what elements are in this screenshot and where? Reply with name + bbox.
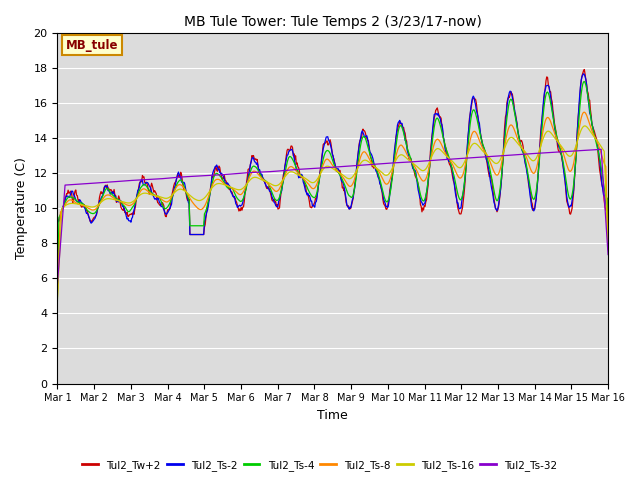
Tul2_Ts-32: [416, 158, 424, 164]
Tul2_Ts-16: [63, 202, 71, 207]
Tul2_Ts-16: [416, 166, 424, 172]
Tul2_Ts-4: [120, 203, 128, 209]
Tul2_Tw+2: [206, 190, 214, 195]
Tul2_Ts-4: [54, 298, 61, 304]
Tul2_Ts-2: [417, 196, 424, 202]
Tul2_Ts-32: [604, 252, 612, 257]
Tul2_Ts-2: [604, 204, 612, 210]
Tul2_Tw+2: [417, 202, 424, 207]
Tul2_Ts-32: [54, 282, 61, 288]
Tul2_Ts-32: [400, 159, 408, 165]
Tul2_Ts-2: [54, 220, 61, 226]
Tul2_Ts-8: [604, 246, 612, 252]
Tul2_Ts-32: [176, 174, 184, 180]
Tul2_Tw+2: [186, 232, 194, 238]
Tul2_Ts-4: [176, 177, 184, 183]
Tul2_Ts-8: [54, 296, 61, 301]
Y-axis label: Temperature (C): Temperature (C): [15, 157, 28, 259]
Tul2_Ts-32: [205, 172, 213, 178]
Tul2_Tw+2: [580, 67, 588, 72]
Tul2_Ts-4: [63, 195, 71, 201]
Line: Tul2_Tw+2: Tul2_Tw+2: [58, 70, 608, 235]
Tul2_Ts-2: [580, 71, 588, 77]
Tul2_Ts-16: [54, 294, 61, 300]
Title: MB Tule Tower: Tule Temps 2 (3/23/17-now): MB Tule Tower: Tule Temps 2 (3/23/17-now…: [184, 15, 482, 29]
Tul2_Ts-16: [581, 123, 589, 129]
Tul2_Ts-8: [580, 109, 588, 115]
X-axis label: Time: Time: [317, 409, 348, 422]
Tul2_Tw+2: [401, 129, 408, 134]
Tul2_Ts-32: [120, 178, 128, 184]
Tul2_Ts-32: [63, 182, 71, 188]
Tul2_Ts-2: [120, 206, 128, 212]
Tul2_Ts-16: [604, 247, 612, 252]
Tul2_Ts-2: [186, 232, 194, 238]
Tul2_Tw+2: [176, 175, 184, 180]
Tul2_Ts-2: [401, 131, 408, 137]
Line: Tul2_Ts-8: Tul2_Ts-8: [58, 112, 608, 299]
Tul2_Ts-4: [604, 241, 612, 247]
Tul2_Tw+2: [604, 205, 612, 211]
Tul2_Ts-8: [63, 199, 71, 204]
Line: Tul2_Ts-16: Tul2_Ts-16: [58, 126, 608, 297]
Tul2_Ts-16: [176, 186, 184, 192]
Tul2_Ts-32: [597, 146, 605, 152]
Tul2_Ts-8: [176, 182, 184, 188]
Tul2_Tw+2: [120, 205, 128, 211]
Tul2_Tw+2: [63, 191, 71, 197]
Tul2_Ts-2: [176, 173, 184, 179]
Tul2_Ts-2: [206, 192, 214, 198]
Tul2_Ts-8: [416, 174, 424, 180]
Legend: Tul2_Tw+2, Tul2_Ts-2, Tul2_Ts-4, Tul2_Ts-8, Tul2_Ts-16, Tul2_Ts-32: Tul2_Tw+2, Tul2_Ts-2, Tul2_Ts-4, Tul2_Ts…: [78, 456, 562, 475]
Tul2_Ts-8: [205, 192, 213, 198]
Tul2_Tw+2: [54, 215, 61, 221]
Line: Tul2_Ts-32: Tul2_Ts-32: [58, 149, 608, 285]
Tul2_Ts-4: [416, 189, 424, 194]
Tul2_Ts-2: [63, 193, 71, 199]
Tul2_Ts-16: [205, 189, 213, 195]
Tul2_Ts-4: [205, 195, 213, 201]
Tul2_Ts-8: [400, 145, 408, 151]
Tul2_Ts-4: [400, 130, 408, 135]
Tul2_Ts-8: [120, 201, 128, 206]
Tul2_Ts-4: [580, 79, 588, 84]
Line: Tul2_Ts-2: Tul2_Ts-2: [58, 74, 608, 235]
Tul2_Ts-16: [400, 153, 408, 158]
Tul2_Ts-16: [120, 199, 128, 205]
Text: MB_tule: MB_tule: [66, 39, 118, 52]
Line: Tul2_Ts-4: Tul2_Ts-4: [58, 82, 608, 301]
